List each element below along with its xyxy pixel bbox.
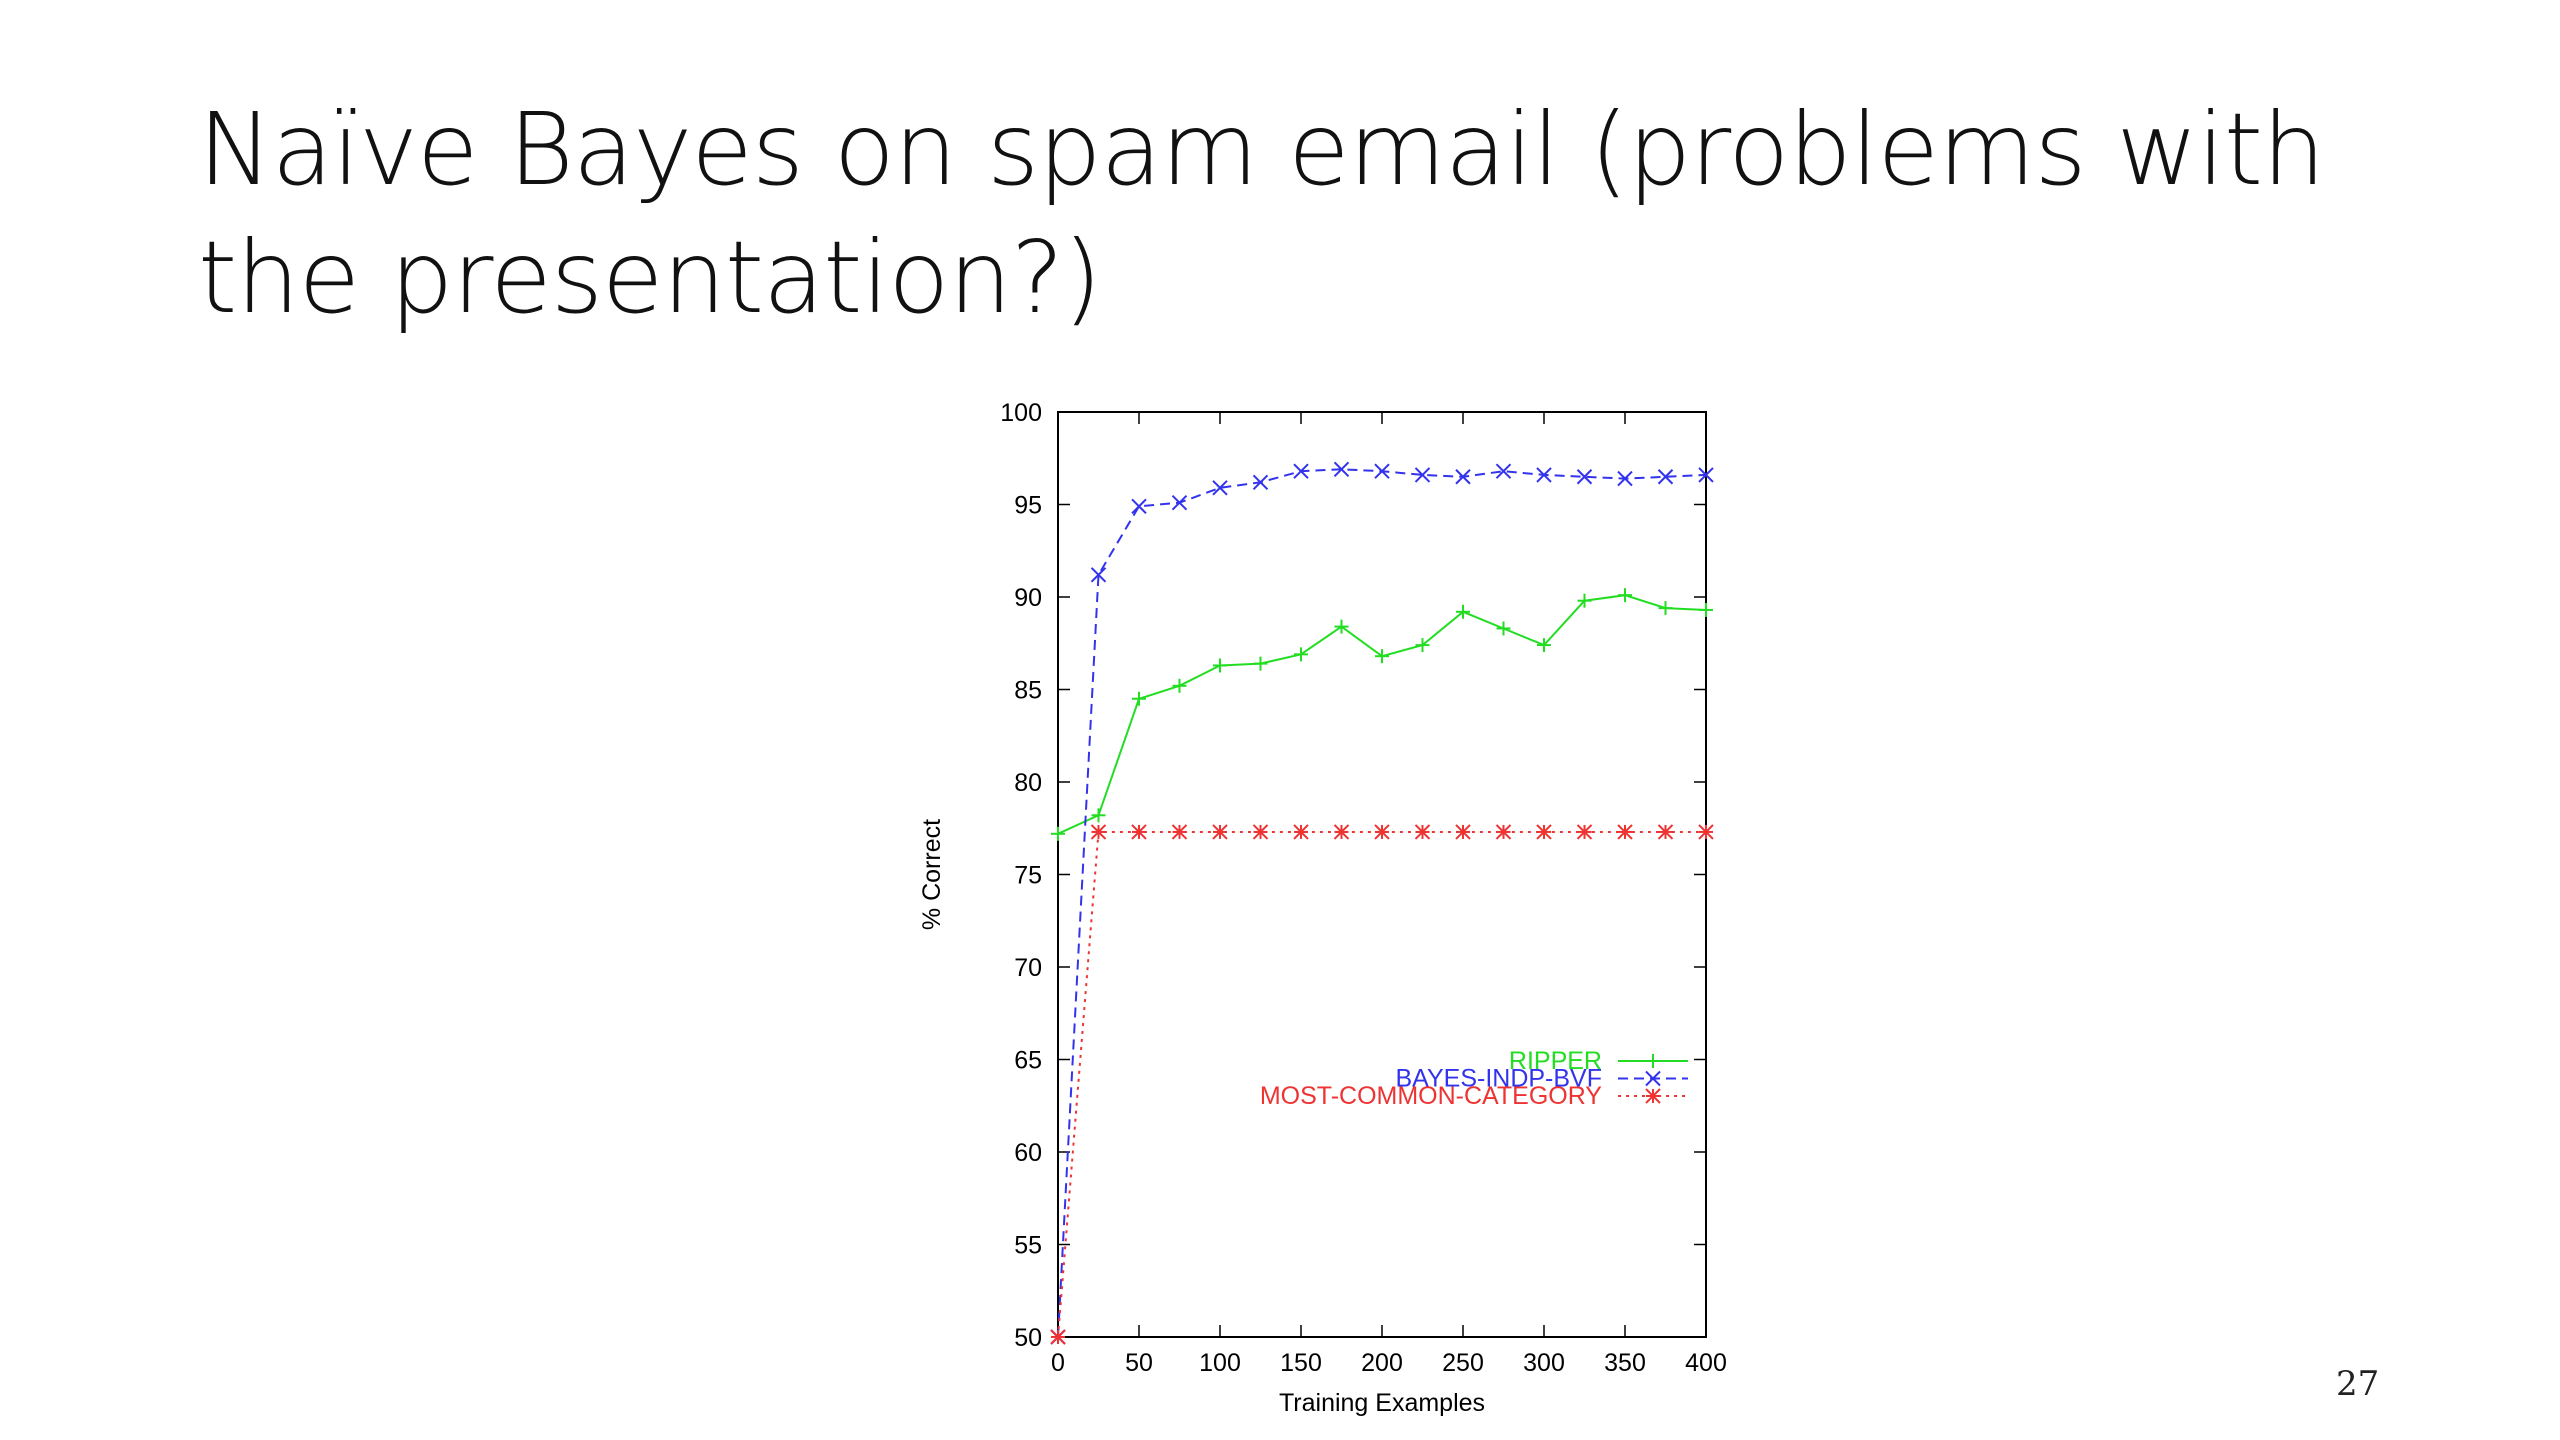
legend-entry-2: MOST-COMMON-CATEGORY [1260, 1082, 1688, 1110]
data-point [1091, 808, 1106, 823]
data-point [1657, 824, 1674, 840]
data-point [1334, 619, 1349, 634]
plot-frame [1057, 411, 1707, 1338]
y-tick-label: 60 [1014, 1139, 1042, 1167]
data-point [1212, 480, 1228, 496]
data-point [1617, 470, 1633, 487]
series-2 [1050, 824, 1714, 1345]
data-point [1698, 824, 1714, 840]
data-point [1536, 824, 1552, 840]
legend-label: BAYES-INDP-BVF [1395, 1065, 1602, 1093]
data-point [1212, 824, 1228, 840]
data-point [1658, 601, 1673, 616]
data-point [1414, 824, 1431, 840]
data-point [1213, 658, 1227, 673]
chart-container: 50 55 60 65 70 75 80 85 90 95 100 0 50 100 150 200 250 30… [880, 380, 1760, 1440]
data-point [1171, 494, 1188, 511]
x-tick-label: 100 [1199, 1349, 1241, 1377]
data-point [1171, 824, 1188, 840]
data-point [1617, 824, 1633, 840]
data-point [1456, 604, 1470, 619]
x-tick-label: 50 [1125, 1349, 1153, 1377]
data-point [1050, 1329, 1066, 1345]
y-tick-label: 55 [1014, 1232, 1042, 1260]
data-point [1414, 467, 1431, 483]
legend-label: RIPPER [1509, 1047, 1602, 1075]
y-tick-label: 50 [1014, 1324, 1042, 1352]
series-1 [1050, 461, 1714, 1345]
legend-label: MOST-COMMON-CATEGORY [1260, 1082, 1602, 1110]
data-point [1374, 824, 1390, 840]
data-point [1455, 824, 1471, 840]
chart-axes: 50 55 60 65 70 75 80 85 90 95 100 0 50 100 150 200 250 30… [918, 399, 1727, 1417]
data-point [1698, 467, 1714, 483]
x-tick-label: 150 [1280, 1349, 1322, 1377]
legend-entry-0: RIPPER [1509, 1047, 1688, 1075]
y-axis-label: % Correct [918, 819, 946, 930]
data-point [1051, 826, 1065, 841]
legend-swatch-marker [1646, 1054, 1660, 1068]
y-tick-label: 80 [1014, 769, 1042, 797]
data-point [1333, 461, 1350, 478]
series-line [1057, 468, 1707, 1338]
data-point [1415, 638, 1430, 653]
y-tick-label: 75 [1014, 862, 1042, 890]
data-point [1293, 824, 1309, 840]
data-point [1131, 498, 1147, 515]
data-point [1293, 463, 1309, 479]
y-tick-label: 85 [1014, 677, 1042, 705]
x-tick-label: 400 [1685, 1349, 1727, 1377]
data-point [1536, 467, 1552, 483]
data-point [1618, 588, 1632, 603]
x-tick-label: 200 [1361, 1349, 1403, 1377]
legend-entry-1: BAYES-INDP-BVF [1395, 1065, 1688, 1093]
data-point [1090, 824, 1107, 840]
x-tick-label: 250 [1442, 1349, 1484, 1377]
data-point [1131, 824, 1147, 840]
line-chart: 50 55 60 65 70 75 80 85 90 95 100 0 50 100 150 200 250 30… [918, 399, 1727, 1417]
data-point [1090, 567, 1107, 583]
y-tick-label: 65 [1014, 1047, 1042, 1075]
x-tick-label: 350 [1604, 1349, 1646, 1377]
data-point [1576, 824, 1593, 840]
data-point [1576, 469, 1593, 485]
data-point [1253, 656, 1268, 671]
page-number: 27 [2336, 1364, 2380, 1404]
data-point [1252, 824, 1269, 840]
series-line [1057, 594, 1707, 835]
series-0 [1051, 588, 1713, 841]
data-point [1252, 474, 1269, 491]
y-tick-label: 70 [1014, 954, 1042, 982]
data-point [1699, 602, 1713, 617]
chart-series [1050, 461, 1714, 1345]
data-point [1375, 649, 1389, 664]
x-tick-label: 0 [1051, 1349, 1065, 1377]
data-point [1455, 469, 1471, 485]
data-point [1333, 824, 1350, 840]
y-tick-label: 95 [1014, 492, 1042, 520]
data-point [1495, 463, 1512, 479]
data-point [1496, 621, 1511, 636]
data-point [1537, 638, 1551, 653]
legend-swatch-marker [1645, 1088, 1661, 1104]
data-point [1132, 691, 1146, 706]
plot-area [1057, 411, 1707, 1338]
data-point [1294, 647, 1308, 662]
slide-title: Naïve Bayes on spam email (problems with… [198, 91, 2326, 336]
x-axis-label: Training Examples [1279, 1389, 1485, 1417]
data-point [1657, 469, 1674, 485]
y-tick-label: 90 [1014, 584, 1042, 612]
legend-swatch-marker [1645, 1070, 1661, 1087]
data-point [1577, 593, 1592, 608]
data-point [1172, 678, 1187, 693]
y-tick-label: 100 [1000, 399, 1042, 427]
x-tick-label: 300 [1523, 1349, 1565, 1377]
data-point [1374, 463, 1390, 479]
data-point [1495, 824, 1512, 840]
